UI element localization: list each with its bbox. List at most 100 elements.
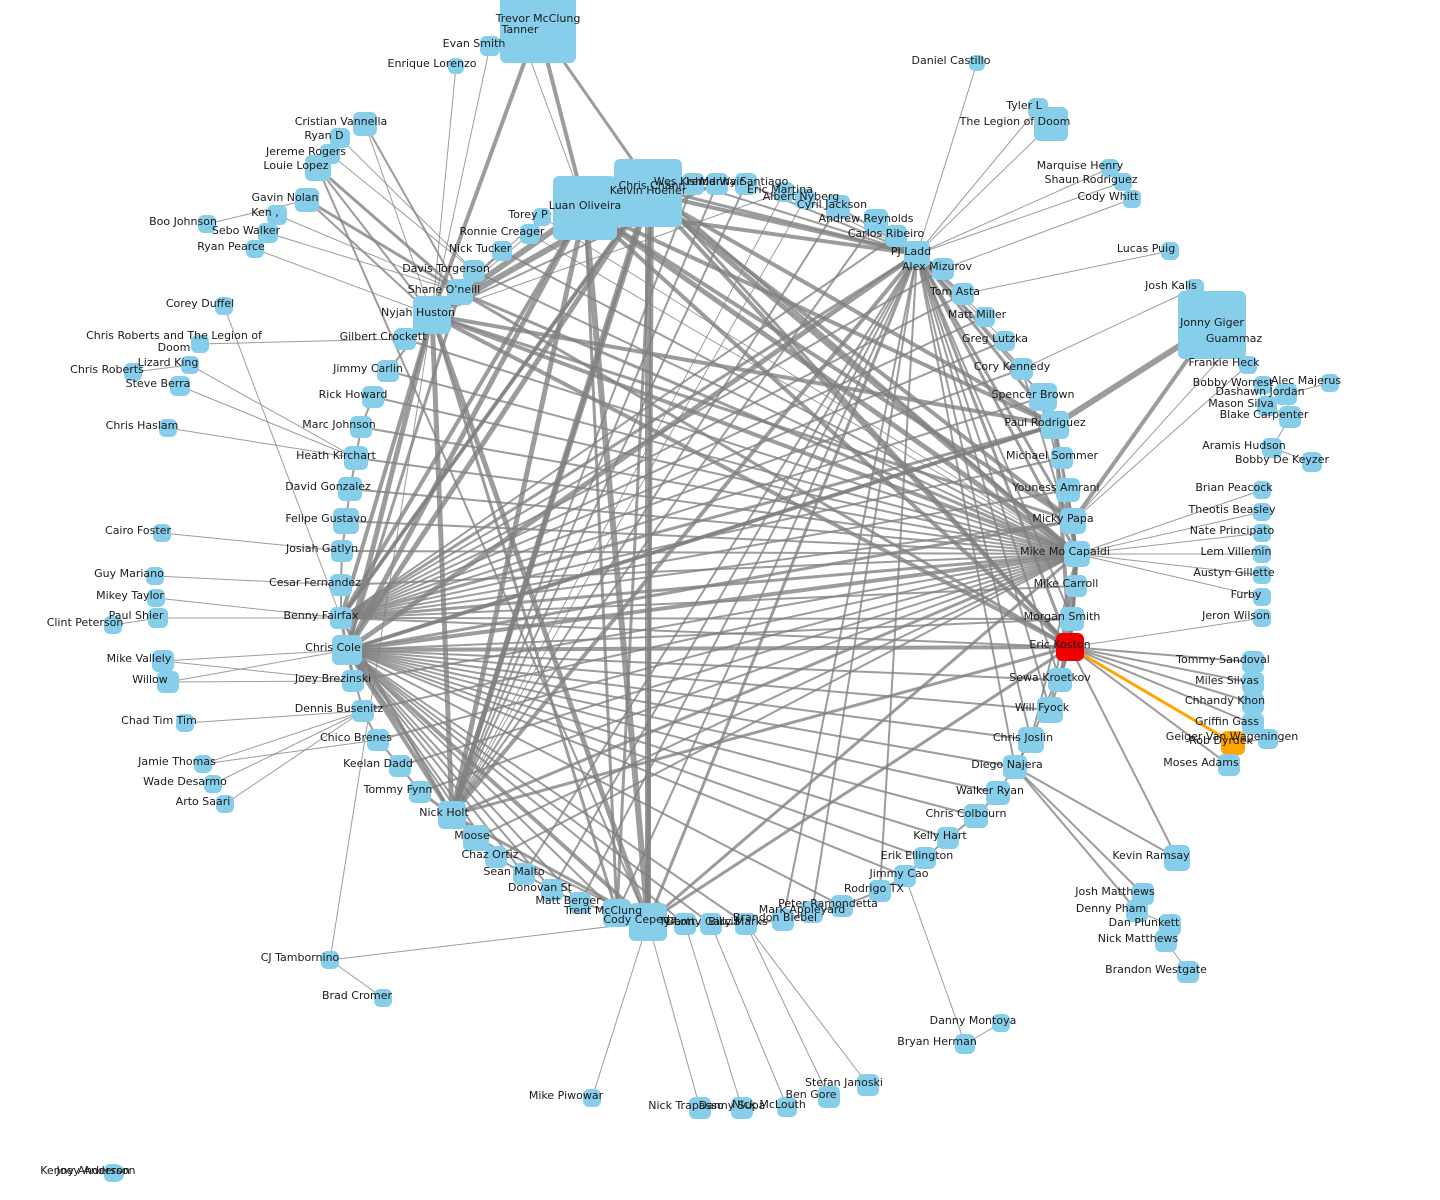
graph-node-clint-peterson[interactable] xyxy=(104,616,122,634)
graph-node-nick-mclouth[interactable] xyxy=(777,1097,797,1117)
graph-node-mike-piwowar[interactable] xyxy=(583,1089,601,1107)
graph-node-chris-roberts-tlod[interactable] xyxy=(191,335,209,353)
graph-node-manny-santiago[interactable] xyxy=(735,173,757,195)
graph-node-chico-brenes[interactable] xyxy=(367,729,389,751)
graph-node-stefan-janoski[interactable] xyxy=(857,1074,879,1096)
graph-node-chris-joslin[interactable] xyxy=(1018,727,1044,753)
graph-node-lucas-puig[interactable] xyxy=(1161,242,1179,260)
graph-node-luan-oliveira[interactable] xyxy=(553,176,617,240)
graph-node-nyjah-huston[interactable] xyxy=(413,296,451,334)
graph-node-erik-ellington[interactable] xyxy=(914,847,936,869)
graph-node-kevin-ramsay[interactable] xyxy=(1164,845,1190,871)
graph-node-mike-mo-capaldi[interactable] xyxy=(1064,541,1090,567)
graph-node-tommy-sandoval[interactable] xyxy=(1242,651,1264,673)
graph-node-gilbert-crockett[interactable] xyxy=(394,328,416,350)
graph-node-steve-berra[interactable] xyxy=(170,376,190,396)
graph-node-frankie-heck[interactable] xyxy=(1239,356,1257,374)
graph-node-brandon-biebel[interactable] xyxy=(772,909,794,931)
graph-node-tom-asta[interactable] xyxy=(952,283,974,305)
graph-node-jimmy-carlin[interactable] xyxy=(377,360,399,382)
graph-node-trent-mcclung[interactable] xyxy=(603,899,631,927)
graph-node-joey-anderson[interactable] xyxy=(108,1165,124,1181)
graph-node-keelan-dadd[interactable] xyxy=(389,755,411,777)
graph-node-cairo-foster[interactable] xyxy=(153,524,171,542)
graph-node-cj-tambornino[interactable] xyxy=(321,951,339,969)
graph-node-mikey-taylor[interactable] xyxy=(147,589,165,607)
graph-node-lizard-king[interactable] xyxy=(181,356,199,374)
graph-node-furby[interactable] xyxy=(1253,588,1271,606)
graph-node-dashawn-jordan[interactable] xyxy=(1275,383,1297,405)
graph-node-dennis-busenitz[interactable] xyxy=(352,700,374,722)
graph-node-austyn-gillette[interactable] xyxy=(1253,566,1271,584)
graph-node-nick-trapasso[interactable] xyxy=(689,1097,711,1119)
graph-node-greg-lutzka[interactable] xyxy=(995,331,1015,351)
graph-node-heath-kirchart[interactable] xyxy=(344,446,368,470)
graph-node-bobby-de-keyzer[interactable] xyxy=(1302,452,1322,472)
graph-node-shane-oneill[interactable] xyxy=(447,279,473,305)
graph-node-brian-peacock[interactable] xyxy=(1253,481,1271,499)
graph-node-youness-amrani[interactable] xyxy=(1056,478,1080,502)
graph-node-nick-holt[interactable] xyxy=(438,801,466,829)
graph-node-benny-fairfax[interactable] xyxy=(330,607,352,629)
graph-node-jamie-thomas[interactable] xyxy=(194,755,212,773)
graph-node-will-fyock[interactable] xyxy=(1037,697,1063,723)
graph-node-davis-torgerson[interactable] xyxy=(463,260,485,282)
graph-node-mike-vallely[interactable] xyxy=(152,650,174,672)
graph-node-peter-ramondetta[interactable] xyxy=(831,895,853,917)
graph-node-josiah-gatlyn[interactable] xyxy=(331,540,353,562)
graph-node-geiger-van-wageningen[interactable] xyxy=(1258,729,1278,749)
graph-node-sean-malto[interactable] xyxy=(513,863,535,885)
graph-node-nassim-guammaz[interactable] xyxy=(1226,331,1246,351)
graph-node-diego-najera[interactable] xyxy=(1003,755,1027,779)
graph-node-chris-haslam[interactable] xyxy=(159,419,177,437)
graph-node-ben-gore[interactable] xyxy=(818,1086,840,1108)
graph-node-jeron-wilson[interactable] xyxy=(1253,609,1271,627)
graph-node-shaun-rodriguez[interactable] xyxy=(1114,173,1132,191)
graph-node-bobby-worrest[interactable] xyxy=(1254,376,1272,394)
graph-node-theotis-beasley[interactable] xyxy=(1253,503,1271,521)
graph-node-gavin-nolan[interactable] xyxy=(295,188,319,212)
graph-node-wade-desarmo[interactable] xyxy=(204,775,222,793)
graph-node-sewa-kroetkov[interactable] xyxy=(1048,668,1072,692)
graph-node-moses-adams[interactable] xyxy=(1218,754,1240,776)
graph-node-nick-tucker[interactable] xyxy=(492,241,512,261)
graph-node-chris-cole[interactable] xyxy=(332,635,362,665)
graph-node-chad-tim-tim[interactable] xyxy=(176,714,194,732)
graph-node-daniel-castillo[interactable] xyxy=(969,55,985,71)
graph-node-miles-silvas[interactable] xyxy=(1242,672,1264,694)
graph-node-mark-appleyard[interactable] xyxy=(801,901,823,923)
graph-node-danny-supa[interactable] xyxy=(731,1097,753,1119)
graph-node-brandon-westgate[interactable] xyxy=(1177,961,1199,983)
graph-node-matt-miller[interactable] xyxy=(975,307,995,327)
graph-node-marquise-henry[interactable] xyxy=(1101,159,1119,177)
graph-node-cody-cepeda[interactable] xyxy=(629,903,667,941)
graph-node-carlos-ribeiro[interactable] xyxy=(885,225,907,247)
graph-node-andrew-reynolds[interactable] xyxy=(864,209,888,233)
graph-node-enrique-lorenzo[interactable] xyxy=(448,58,464,74)
graph-node-cory-kennedy[interactable] xyxy=(1011,358,1033,380)
graph-node-joey-brezinski[interactable] xyxy=(342,670,364,692)
graph-node-micky-papa[interactable] xyxy=(1060,508,1086,534)
graph-node-willow[interactable] xyxy=(157,671,179,693)
graph-node-ryan-pearce[interactable] xyxy=(246,240,264,258)
graph-node-moose[interactable] xyxy=(463,825,489,851)
graph-node-nick-matthews[interactable] xyxy=(1155,930,1177,952)
graph-node-eric-koston[interactable] xyxy=(1056,633,1084,661)
graph-node-danny-garcia[interactable] xyxy=(700,913,722,935)
graph-node-mike-carroll[interactable] xyxy=(1065,575,1087,597)
graph-node-chris-colbourn[interactable] xyxy=(964,804,988,828)
graph-node-lem-villemin[interactable] xyxy=(1253,545,1271,563)
graph-node-blake-carpenter[interactable] xyxy=(1279,406,1301,428)
graph-node-denny-pham[interactable] xyxy=(1126,900,1148,922)
graph-node-ken-[interactable] xyxy=(267,205,287,225)
graph-node-wes-kremer[interactable] xyxy=(682,173,704,195)
graph-node-bryan-herman[interactable] xyxy=(955,1034,975,1054)
graph-node-cristian-vannella[interactable] xyxy=(353,112,377,136)
graph-node-sebo-walker[interactable] xyxy=(258,223,278,243)
graph-node-jimmy-cao[interactable] xyxy=(894,865,916,887)
graph-node-alex-mizurov[interactable] xyxy=(932,258,954,280)
graph-node-chaz-ortiz[interactable] xyxy=(485,846,507,868)
graph-node-corey-duffel[interactable] xyxy=(215,297,233,315)
graph-node-danny-montoya[interactable] xyxy=(992,1014,1010,1032)
